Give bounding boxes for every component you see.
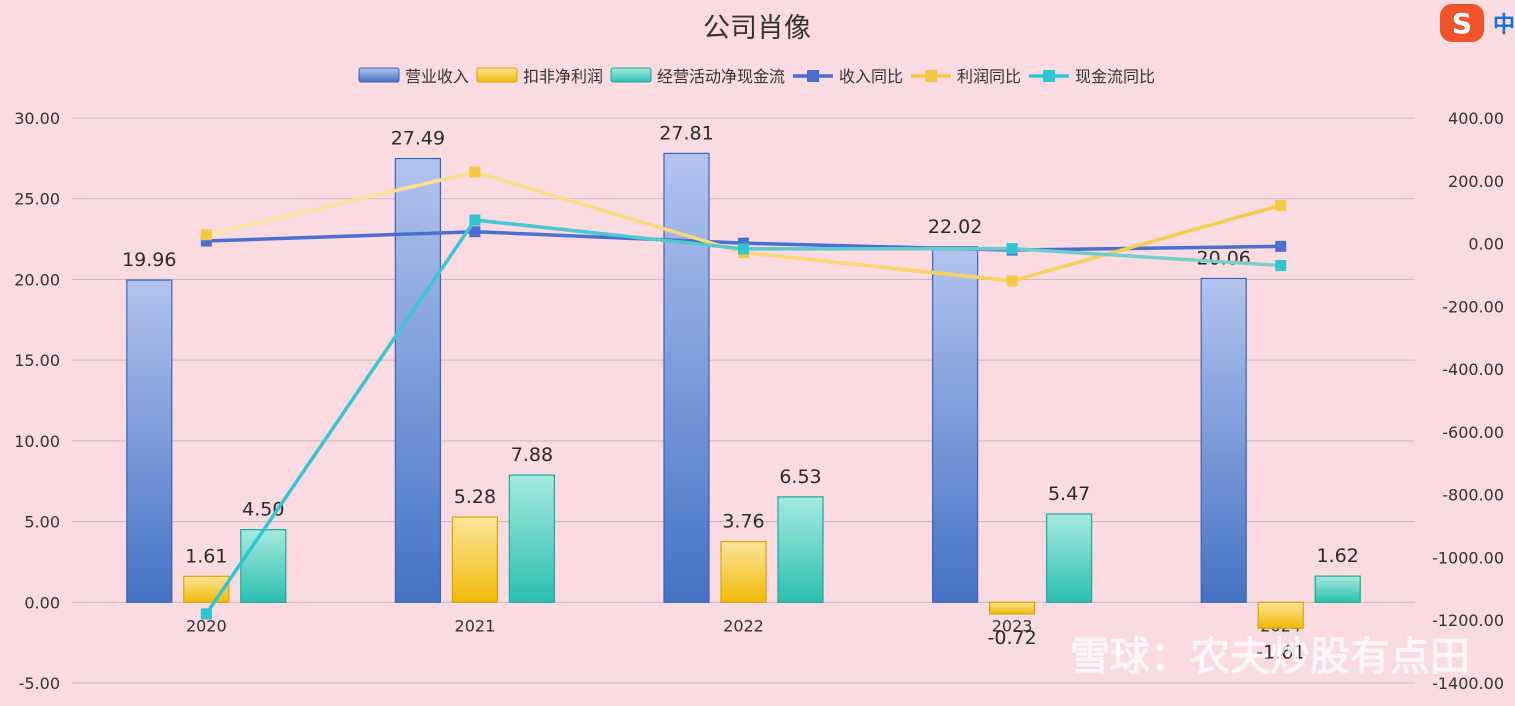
bar-1	[126, 279, 173, 603]
line-point	[469, 214, 481, 226]
bar-2	[183, 575, 230, 603]
legend[interactable]: 营业收入 扣非净利润 经营活动净现金流 收入同比 利润同比 现金流同比	[358, 67, 1155, 86]
bar-data-label: 5.28	[454, 486, 496, 508]
legend-swatch	[358, 67, 400, 83]
right-axis-tick-label: 200.00	[1448, 172, 1504, 191]
line-point	[1275, 240, 1287, 252]
legend-item[interactable]: 收入同比	[793, 67, 903, 86]
left-axis-tick-label: 30.00	[14, 109, 60, 128]
bar-3	[508, 474, 555, 603]
ime-logo-letter: S	[1452, 7, 1472, 40]
legend-label: 利润同比	[957, 67, 1021, 86]
bar-data-label: 5.47	[1048, 483, 1090, 505]
line-point	[738, 243, 749, 255]
right-axis-tick-label: -200.00	[1442, 297, 1504, 316]
right-axis-tick-label: -1200.00	[1432, 611, 1504, 630]
x-axis-tick-label: 2020	[186, 616, 227, 635]
sogou-logo-icon	[1440, 4, 1484, 42]
bar-3	[1045, 513, 1093, 603]
right-axis-tick-label: 0.00	[1468, 235, 1504, 254]
watermark: 雪球：农夫炒股有点田	[1070, 634, 1470, 680]
legend-item[interactable]: 营业收入	[358, 67, 469, 86]
legend-marker	[807, 70, 819, 82]
left-axis-tick-label: 25.00	[14, 190, 60, 209]
legend-item[interactable]: 经营活动净现金流	[610, 67, 785, 86]
legend-label: 扣非净利润	[523, 67, 603, 86]
legend-label: 收入同比	[839, 67, 903, 86]
line-point	[200, 608, 212, 620]
left-axis-tick-label: 10.00	[14, 432, 60, 451]
legend-marker	[925, 70, 937, 82]
bar-data-label: -1.61	[1256, 641, 1305, 663]
x-axis-tick-label: 2023	[992, 616, 1033, 635]
right-axis-tick-label: -400.00	[1442, 360, 1504, 379]
line-point	[200, 229, 212, 241]
chart-title: 公司肖像	[703, 13, 811, 44]
legend-swatch	[610, 67, 652, 83]
right-axis-tick-label: 400.00	[1448, 109, 1504, 128]
bar-data-label: -0.72	[988, 627, 1037, 649]
legend-label: 现金流同比	[1075, 67, 1155, 86]
ime-mode-label: 中	[1493, 13, 1515, 38]
line-point	[1006, 243, 1018, 255]
left-axis-tick-label: 0.00	[24, 593, 60, 612]
bar-data-label: 22.02	[928, 216, 982, 238]
right-axis-tick-label: -1000.00	[1432, 548, 1504, 567]
bar-labels: 19.96 27.49 27.81 22.02 20.06 1.61 5.28 3.76 -0.…	[122, 122, 1359, 663]
bar-data-label: 1.62	[1317, 545, 1359, 567]
legend-item[interactable]: 利润同比	[911, 67, 1021, 86]
bar-data-label: 1.61	[185, 545, 227, 567]
right-axis: 400.00 200.00 0.00 -200.00 -400.00 -600.00 -80…	[1432, 109, 1504, 693]
legend-marker	[1043, 70, 1055, 82]
bar-3	[777, 496, 824, 603]
line-point	[200, 235, 212, 247]
line-point	[1006, 275, 1018, 287]
bar-2	[1257, 601, 1304, 629]
x-axis-tick-label: 2022	[723, 616, 764, 635]
line-point	[469, 226, 481, 238]
right-axis-tick-label: -1400.00	[1432, 674, 1504, 693]
legend-item[interactable]: 扣非净利润	[476, 67, 603, 86]
left-axis-tick-label: 5.00	[24, 513, 60, 532]
legend-label: 营业收入	[405, 67, 469, 86]
left-axis-tick-label: -5.00	[19, 674, 60, 693]
x-axis: 20202021202220232024	[186, 616, 1301, 635]
bar-data-label: 27.49	[391, 128, 445, 150]
bar-data-label: 20.06	[1196, 247, 1250, 269]
bar-2	[720, 540, 767, 603]
bar-data-label: 7.88	[511, 444, 553, 466]
left-axis-tick-label: 15.00	[14, 351, 60, 370]
ime-badge[interactable]: S 中	[1436, 2, 1515, 44]
line-series-2	[205, 170, 1282, 283]
bar-data-label: 3.76	[722, 511, 764, 533]
gridlines	[72, 117, 1415, 684]
left-axis-tick-label: 20.00	[14, 270, 60, 289]
bar-series	[126, 152, 1361, 629]
right-axis-tick-label: -800.00	[1442, 486, 1504, 505]
bar-2	[451, 516, 498, 603]
line-point	[738, 237, 749, 249]
bar-1	[394, 157, 441, 603]
line-point	[1275, 260, 1287, 272]
line-series	[200, 166, 1287, 620]
bar-1	[1200, 277, 1247, 603]
line-point	[469, 166, 481, 178]
bar-1	[931, 246, 979, 603]
legend-label: 经营活动净现金流	[657, 67, 785, 86]
line-point	[1275, 199, 1287, 211]
bar-1	[663, 152, 710, 603]
bar-data-label: 19.96	[122, 249, 176, 271]
bar-3	[1314, 575, 1361, 603]
bar-data-label: 6.53	[779, 466, 821, 488]
left-axis: 30.00 25.00 20.00 15.00 10.00 5.00 0.00 -5.00	[14, 109, 60, 693]
legend-swatch	[476, 67, 518, 83]
right-axis-tick-label: -600.00	[1442, 423, 1504, 442]
bar-3	[240, 529, 287, 603]
bar-data-label: 27.81	[659, 122, 713, 144]
bar-2	[988, 601, 1036, 615]
legend-item[interactable]: 现金流同比	[1029, 67, 1155, 86]
x-axis-tick-label: 2021	[455, 616, 496, 635]
